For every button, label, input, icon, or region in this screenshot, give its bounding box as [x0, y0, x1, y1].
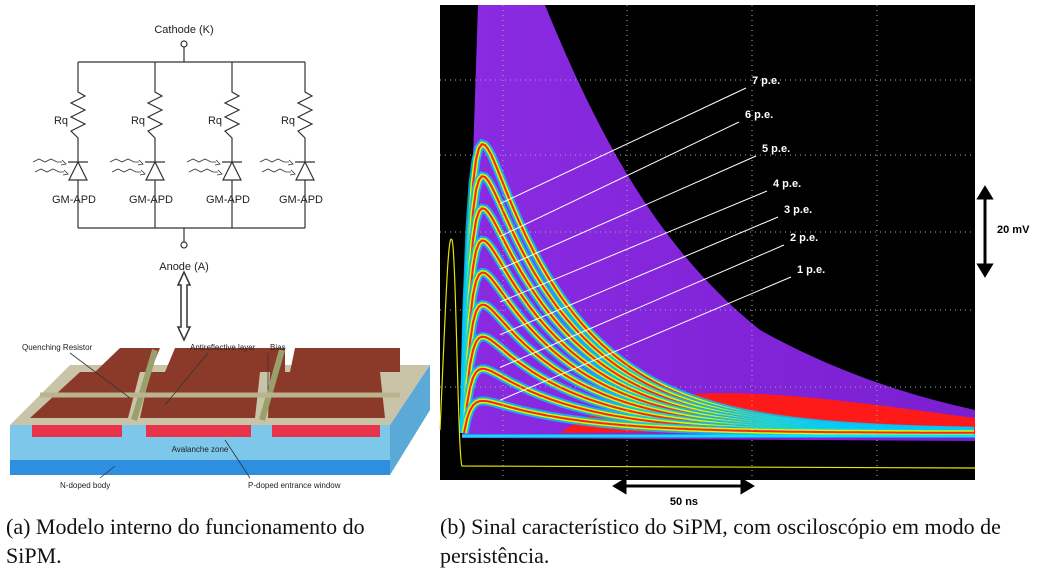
- circuit: [32, 40, 315, 342]
- light-arrows: [109, 158, 146, 176]
- callouts: [69, 352, 269, 479]
- pointer-line: [499, 121, 740, 237]
- pe-label: 7 p.e.: [752, 75, 780, 87]
- cathode-label: Cathode (K): [154, 24, 213, 36]
- pointer-line: [499, 155, 757, 270]
- resistor-label: Rq: [54, 115, 68, 127]
- branch: [145, 62, 165, 228]
- resistor-label: Rq: [281, 115, 295, 127]
- antireflective-label: Antireflective layer: [190, 343, 256, 352]
- trigger-trace: [439, 238, 976, 469]
- avalanche-label: Avalanche zone: [172, 445, 229, 454]
- trace-core: [463, 399, 974, 434]
- pointer-line: [499, 244, 785, 368]
- p-doped-label: P-doped entrance window: [248, 481, 341, 490]
- pe-label: 4 p.e.: [773, 178, 801, 190]
- pointer-line: [499, 190, 768, 303]
- light-arrows: [259, 158, 296, 176]
- resistor-label: Rq: [208, 115, 222, 127]
- pointer-line: [499, 216, 779, 336]
- figure-graphics: Cathode (K) Anode (A) Quenching Resistor…: [10, 5, 1030, 508]
- pointer-line: [499, 87, 747, 205]
- sipm-cross-section: [10, 348, 430, 475]
- pe-label: 6 p.e.: [745, 109, 773, 121]
- light-arrows: [32, 158, 69, 176]
- diode-label: GM-APD: [279, 194, 323, 206]
- caption-b: (b) Sinal característico do SiPM, com os…: [440, 514, 1001, 568]
- branch: [295, 62, 315, 228]
- n-doped-label: N-doped body: [60, 481, 110, 490]
- quenching-label: Quenching Resistor: [22, 343, 93, 352]
- bias-label: Bias: [270, 343, 286, 352]
- diode-label: GM-APD: [52, 194, 96, 206]
- scale-arrows: [612, 185, 994, 495]
- scope-traces: 7 p.e. 6 p.e. 5 p.e. 4 p.e. 3 p.e. 2 p.e. 1 p.…: [439, 5, 976, 480]
- pe-label: 2 p.e.: [790, 232, 818, 244]
- light-arrows: [186, 158, 223, 176]
- pe-label: 1 p.e.: [797, 264, 825, 276]
- branch: [222, 62, 242, 228]
- resistor-label: Rq: [131, 115, 145, 127]
- diode-label: GM-APD: [206, 194, 250, 206]
- diode-label: GM-APD: [129, 194, 173, 206]
- anode-label: Anode (A): [159, 261, 209, 273]
- branch: [68, 62, 88, 228]
- pe-label: 3 p.e.: [784, 204, 812, 216]
- caption-a: (a) Modelo interno do funcionamento do S…: [6, 514, 365, 568]
- voltage-scale: 20 mV: [997, 224, 1030, 236]
- time-scale: 50 ns: [670, 496, 698, 508]
- pointer-line: [499, 276, 792, 401]
- pe-label: 5 p.e.: [762, 143, 790, 155]
